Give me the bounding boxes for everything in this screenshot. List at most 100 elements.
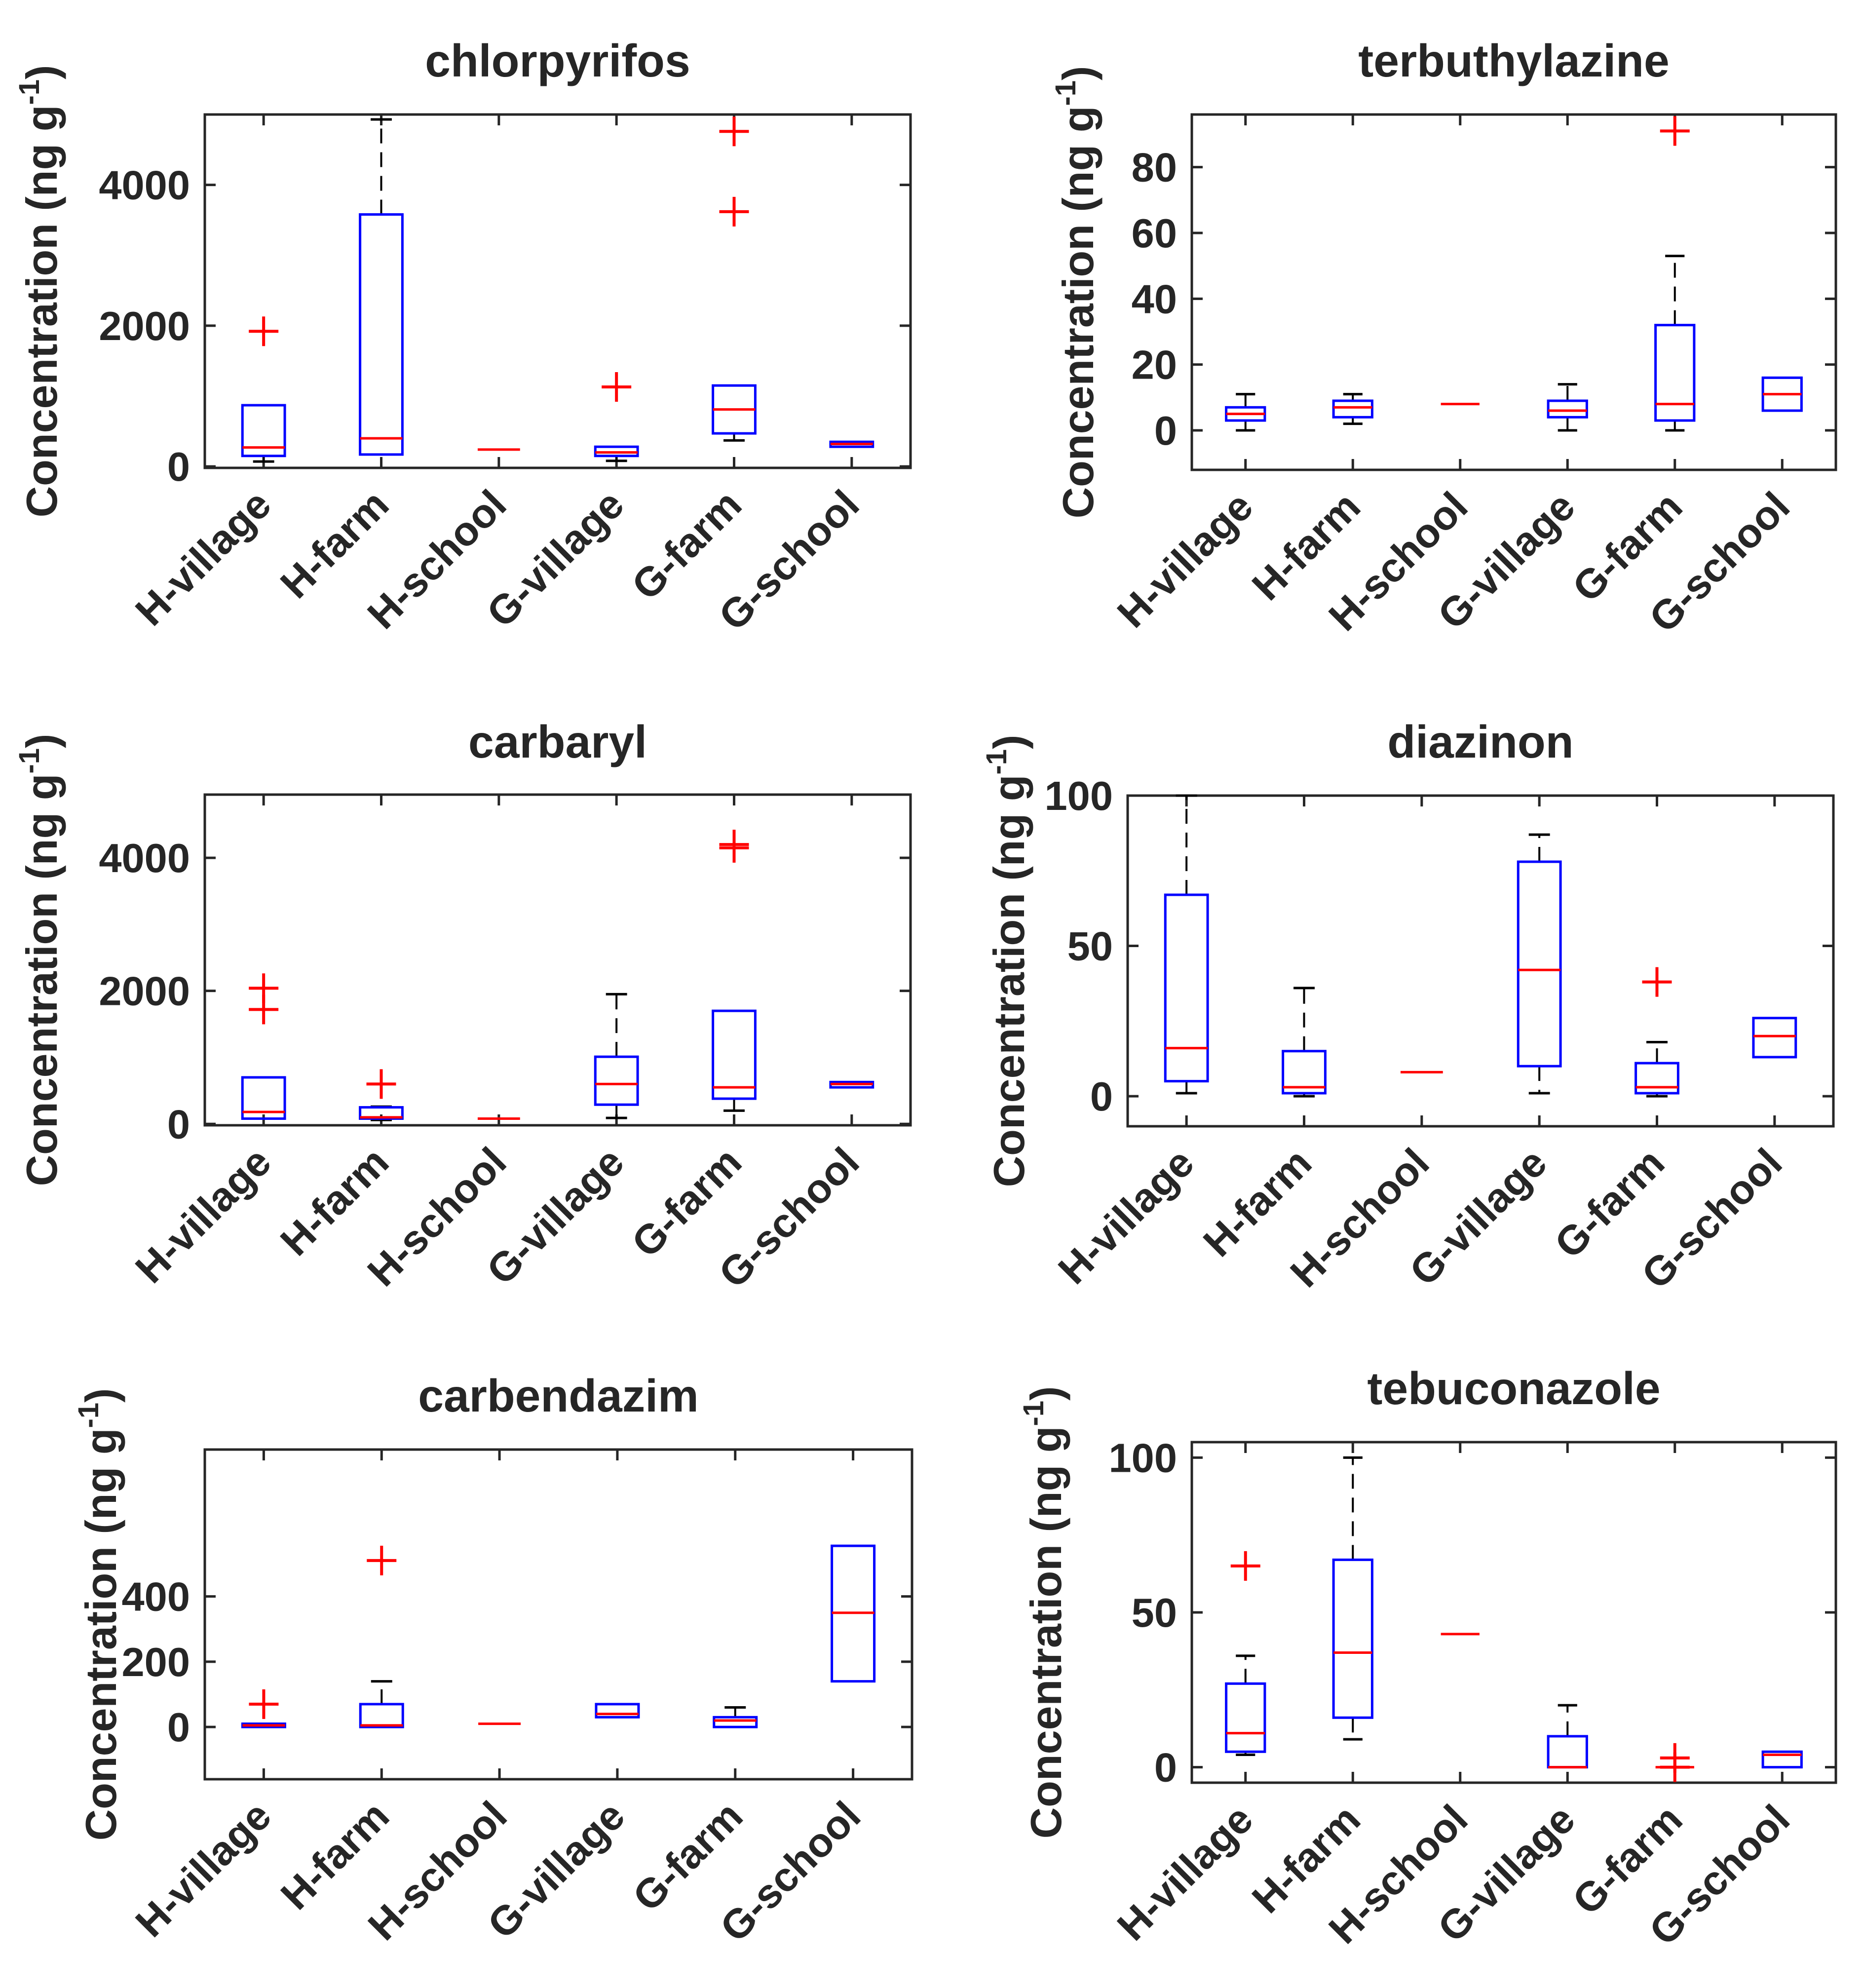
panel-diazinon: diazinon050100H-villageH-farmH-schoolG-v… <box>981 716 1835 1298</box>
y-tick-label: 50 <box>1067 923 1113 969</box>
y-tick-label: 4000 <box>99 162 190 208</box>
y-axis-label: Concentration (ng g-1) <box>13 65 66 518</box>
y-tick-label: 200 <box>122 1639 190 1685</box>
y-axis-label: Concentration (ng g-1) <box>1050 66 1103 519</box>
box-H-farm <box>1282 987 1327 1098</box>
y-axis-label: Concentration (ng g-1) <box>13 734 66 1186</box>
y-tick-label: 0 <box>1154 1745 1177 1791</box>
y-tick-label: 0 <box>167 1101 190 1147</box>
outlier-marker <box>249 973 279 1003</box>
y-tick-label: 0 <box>1090 1073 1113 1119</box>
y-axis-label: Concentration (ng g-1) <box>981 735 1033 1187</box>
plot-frame <box>203 793 912 1127</box>
box-G-village <box>1547 383 1588 432</box>
panel-carbaryl: carbaryl020004000H-villageH-farmH-school… <box>13 716 912 1297</box>
iqr-box <box>1547 1735 1588 1769</box>
iqr-box <box>712 1009 757 1100</box>
plot-frame <box>1190 1441 1837 1784</box>
iqr-box <box>1654 324 1696 422</box>
box-H-village <box>241 316 286 463</box>
iqr-box <box>594 1055 639 1106</box>
y-tick-label: 60 <box>1132 210 1177 256</box>
outlier-marker <box>1660 116 1690 146</box>
iqr-box <box>595 1703 640 1719</box>
chart-title: carbendazim <box>418 1370 699 1421</box>
outlier-marker <box>249 316 279 346</box>
plot-frame <box>203 1448 913 1781</box>
box-G-village <box>1547 1704 1588 1769</box>
box-H-farm <box>1332 393 1373 425</box>
iqr-box <box>1547 399 1588 419</box>
category-label: H-village <box>127 481 280 634</box>
outlier-marker <box>367 1545 397 1575</box>
panel-chlorpyrifos: chlorpyrifos020004000H-villageH-farmH-sc… <box>13 35 912 639</box>
box-H-farm <box>1332 1456 1373 1741</box>
iqr-box <box>1282 1050 1327 1095</box>
outlier-marker <box>1230 1551 1260 1581</box>
y-tick-label: 80 <box>1132 145 1177 191</box>
category-label: H-village <box>1108 1796 1261 1949</box>
y-tick-label: 0 <box>167 444 190 490</box>
y-axis-label: Concentration (ng g-1) <box>73 1388 125 1841</box>
y-tick-label: 0 <box>167 1704 190 1750</box>
box-H-farm <box>359 1545 404 1728</box>
plot-frame <box>1126 794 1835 1128</box>
chart-title: diazinon <box>1387 716 1573 767</box>
category-label: H-village <box>1108 483 1261 636</box>
box-G-school <box>1761 376 1803 412</box>
box-G-village <box>595 1703 640 1719</box>
y-tick-label: 50 <box>1132 1590 1177 1636</box>
box-H-village <box>1164 794 1209 1095</box>
box-H-farm <box>359 118 404 456</box>
box-G-village <box>594 372 639 462</box>
outlier-marker <box>719 196 749 227</box>
chart-title: chlorpyrifos <box>425 35 690 86</box>
box-G-farm <box>713 1706 758 1728</box>
box-G-village <box>1517 833 1562 1095</box>
plot-frame <box>203 113 912 469</box>
outlier-marker <box>249 1689 279 1719</box>
iqr-box <box>359 213 404 456</box>
outlier-marker <box>1660 1743 1690 1773</box>
box-H-village <box>241 973 286 1120</box>
category-label: H-village <box>127 1793 280 1946</box>
box-G-school <box>829 1080 874 1089</box>
category-label: H-village <box>127 1139 280 1292</box>
y-tick-label: 100 <box>1045 773 1113 819</box>
outlier-marker <box>602 372 632 402</box>
iqr-box <box>241 404 286 458</box>
panel-carbendazim: carbendazim0200400H-villageH-farmH-schoo… <box>73 1370 913 1950</box>
y-tick-label: 2000 <box>99 303 190 349</box>
y-tick-label: 4000 <box>99 835 190 881</box>
box-G-village <box>594 993 639 1119</box>
iqr-box <box>241 1076 286 1120</box>
panel-terbuthylazine: terbuthylazine020406080H-villageH-farmH-… <box>1050 35 1837 641</box>
box-H-village <box>241 1689 286 1728</box>
y-tick-label: 400 <box>122 1574 190 1620</box>
iqr-box <box>359 1703 404 1728</box>
iqr-box <box>359 1106 404 1120</box>
box-H-village <box>1225 1551 1266 1757</box>
iqr-box <box>1332 399 1373 419</box>
iqr-box <box>1517 860 1562 1068</box>
outlier-marker <box>719 116 749 147</box>
box-G-farm <box>712 830 757 1112</box>
box-G-school <box>831 1544 876 1683</box>
box-H-farm <box>359 1069 404 1121</box>
box-G-farm <box>1654 116 1696 432</box>
outlier-marker <box>366 1069 396 1099</box>
category-label: H-village <box>1050 1140 1203 1293</box>
iqr-box <box>1164 893 1209 1083</box>
box-G-school <box>829 440 874 448</box>
box-G-school <box>1752 1017 1797 1059</box>
iqr-box <box>713 1716 758 1728</box>
y-tick-label: 40 <box>1132 276 1177 322</box>
chart-title: terbuthylazine <box>1358 35 1669 86</box>
chart-title: carbaryl <box>468 716 647 767</box>
iqr-box <box>1752 1017 1797 1059</box>
y-tick-label: 0 <box>1154 408 1177 454</box>
box-G-farm <box>1655 1743 1694 1782</box>
box-G-farm <box>1635 967 1679 1098</box>
iqr-box <box>1761 1750 1803 1769</box>
